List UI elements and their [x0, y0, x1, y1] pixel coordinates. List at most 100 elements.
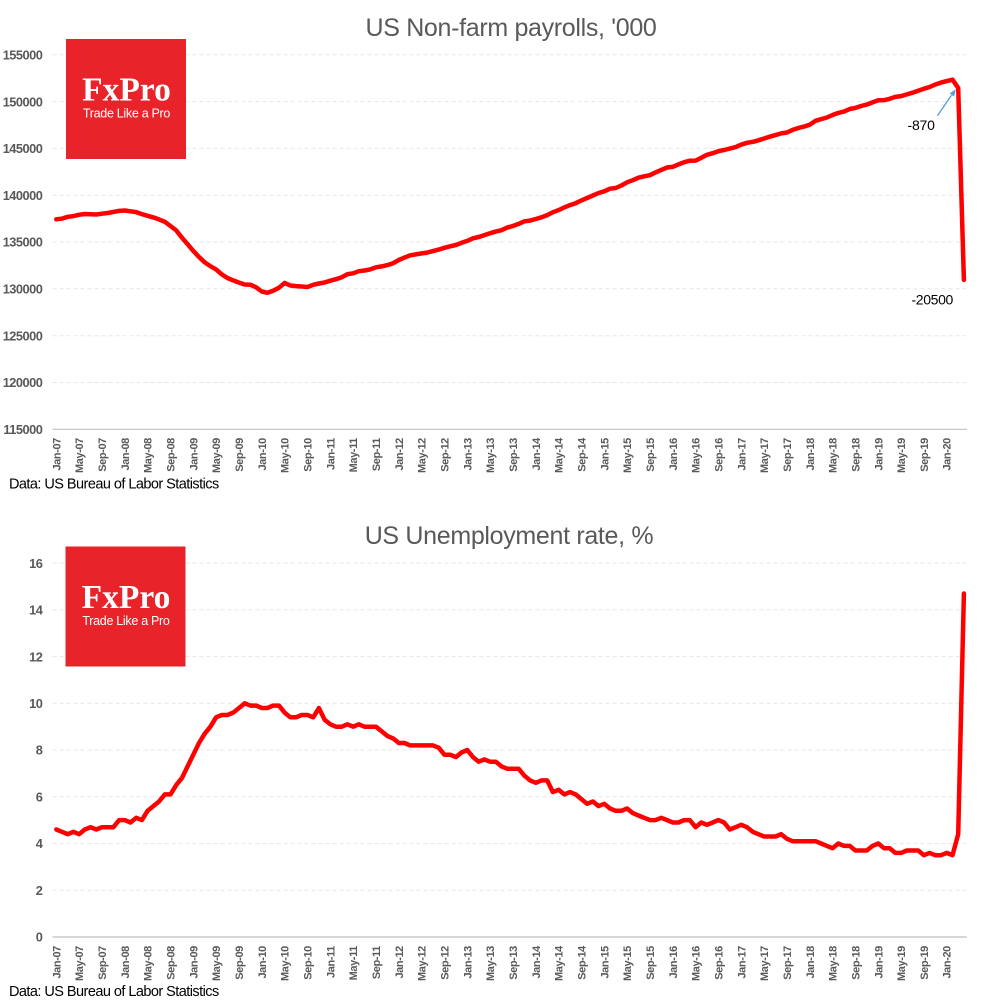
svg-text:Sep-16: Sep-16	[713, 946, 725, 980]
svg-text:May-16: May-16	[691, 438, 703, 473]
svg-text:Sep-13: Sep-13	[508, 438, 520, 472]
svg-text:Sep-19: Sep-19	[919, 946, 931, 980]
svg-text:May-12: May-12	[417, 946, 429, 981]
svg-text:May-10: May-10	[280, 946, 292, 981]
svg-text:Sep-10: Sep-10	[303, 438, 315, 472]
svg-text:Sep-12: Sep-12	[439, 438, 451, 472]
svg-text:Jan-19: Jan-19	[873, 946, 885, 979]
svg-text:4: 4	[36, 836, 44, 851]
svg-text:115000: 115000	[3, 422, 42, 437]
svg-text:May-14: May-14	[554, 945, 566, 981]
svg-text:Jan-11: Jan-11	[325, 438, 337, 470]
svg-text:12: 12	[29, 649, 43, 664]
svg-text:Jan-12: Jan-12	[394, 438, 406, 471]
svg-text:140000: 140000	[3, 188, 43, 203]
svg-text:Jan-19: Jan-19	[873, 438, 885, 471]
svg-text:Sep-07: Sep-07	[97, 946, 109, 980]
svg-text:May-15: May-15	[622, 946, 634, 981]
svg-text:May-13: May-13	[485, 438, 497, 473]
svg-text:Jan-18: Jan-18	[805, 438, 817, 471]
svg-text:May-17: May-17	[759, 438, 771, 473]
svg-text:125000: 125000	[3, 328, 43, 343]
svg-text:May-13: May-13	[485, 946, 497, 981]
svg-text:-870: -870	[908, 117, 936, 133]
svg-text:Jan-15: Jan-15	[599, 438, 611, 471]
svg-text:May-19: May-19	[896, 946, 908, 981]
svg-text:Sep-14: Sep-14	[576, 945, 588, 980]
svg-text:May-11: May-11	[348, 438, 360, 473]
svg-text:Data: US Bureau of Labor Stati: Data: US Bureau of Labor Statistics	[9, 984, 219, 1000]
svg-text:Sep-19: Sep-19	[919, 438, 931, 472]
svg-text:Sep-12: Sep-12	[439, 946, 451, 980]
svg-text:Jan-07: Jan-07	[51, 946, 63, 979]
svg-text:14: 14	[29, 603, 44, 618]
svg-text:145000: 145000	[3, 141, 43, 156]
svg-text:Sep-09: Sep-09	[234, 946, 246, 980]
svg-text:May-07: May-07	[74, 946, 86, 981]
svg-text:Jan-13: Jan-13	[462, 438, 474, 471]
svg-text:May-08: May-08	[143, 946, 155, 981]
svg-text:May-08: May-08	[143, 438, 155, 473]
svg-text:Jan-14: Jan-14	[531, 945, 543, 979]
svg-text:Jan-09: Jan-09	[188, 438, 200, 471]
svg-text:May-19: May-19	[896, 438, 908, 473]
svg-text:Jan-13: Jan-13	[462, 946, 474, 979]
svg-text:Sep-13: Sep-13	[508, 946, 520, 980]
svg-text:150000: 150000	[3, 94, 43, 109]
svg-text:Sep-07: Sep-07	[97, 438, 109, 472]
svg-text:Jan-07: Jan-07	[51, 438, 63, 471]
svg-text:Jan-15: Jan-15	[599, 946, 611, 979]
svg-text:Jan-11: Jan-11	[325, 946, 337, 978]
svg-text:Sep-18: Sep-18	[850, 438, 862, 472]
svg-text:Sep-15: Sep-15	[645, 438, 657, 472]
svg-text:Jan-17: Jan-17	[736, 438, 748, 471]
svg-text:May-17: May-17	[759, 946, 771, 981]
svg-text:Sep-11: Sep-11	[371, 946, 383, 979]
svg-text:Jan-16: Jan-16	[668, 946, 680, 979]
svg-text:Jan-18: Jan-18	[805, 946, 817, 979]
svg-text:May-18: May-18	[828, 946, 840, 981]
svg-text:Jan-09: Jan-09	[188, 946, 200, 979]
svg-text:Sep-14: Sep-14	[576, 437, 588, 472]
svg-text:Jan-20: Jan-20	[942, 946, 954, 979]
svg-text:Jan-08: Jan-08	[120, 438, 132, 471]
svg-text:Sep-17: Sep-17	[782, 946, 794, 980]
svg-text:US Non-farm payrolls, '000: US Non-farm payrolls, '000	[365, 14, 656, 42]
svg-text:Jan-14: Jan-14	[531, 437, 543, 471]
svg-text:Jan-10: Jan-10	[257, 946, 269, 979]
svg-text:120000: 120000	[3, 375, 43, 390]
svg-text:May-11: May-11	[348, 946, 360, 981]
svg-text:May-10: May-10	[280, 438, 292, 473]
svg-text:May-12: May-12	[417, 438, 429, 473]
svg-text:16: 16	[29, 556, 43, 571]
svg-text:Trade Like a Pro: Trade Like a Pro	[82, 614, 169, 628]
svg-text:May-09: May-09	[211, 946, 223, 981]
svg-text:Jan-20: Jan-20	[942, 438, 954, 471]
svg-text:Jan-12: Jan-12	[394, 946, 406, 979]
svg-text:Sep-08: Sep-08	[166, 946, 178, 980]
svg-text:2: 2	[36, 883, 43, 898]
svg-text:6: 6	[36, 790, 43, 805]
svg-text:Sep-17: Sep-17	[782, 438, 794, 472]
svg-text:May-09: May-09	[211, 438, 223, 473]
svg-text:US Unemployment rate, %: US Unemployment rate, %	[365, 522, 654, 550]
svg-text:Sep-09: Sep-09	[234, 438, 246, 472]
svg-text:130000: 130000	[3, 282, 43, 297]
svg-text:Jan-10: Jan-10	[257, 438, 269, 471]
svg-text:-20500: -20500	[912, 291, 954, 307]
svg-text:May-15: May-15	[622, 438, 634, 473]
svg-text:Sep-10: Sep-10	[303, 946, 315, 980]
svg-text:0: 0	[36, 930, 43, 945]
svg-text:Sep-11: Sep-11	[371, 438, 383, 471]
svg-text:10: 10	[29, 696, 43, 711]
svg-text:Trade Like a Pro: Trade Like a Pro	[83, 107, 170, 121]
svg-text:Sep-08: Sep-08	[166, 438, 178, 472]
svg-text:May-16: May-16	[691, 946, 703, 981]
svg-text:Sep-16: Sep-16	[713, 438, 725, 472]
svg-text:May-14: May-14	[554, 437, 566, 473]
svg-text:FxPro: FxPro	[82, 579, 171, 616]
svg-text:Sep-15: Sep-15	[645, 946, 657, 980]
svg-text:Jan-16: Jan-16	[668, 438, 680, 471]
svg-text:FxPro: FxPro	[82, 72, 171, 109]
svg-text:May-07: May-07	[74, 438, 86, 473]
